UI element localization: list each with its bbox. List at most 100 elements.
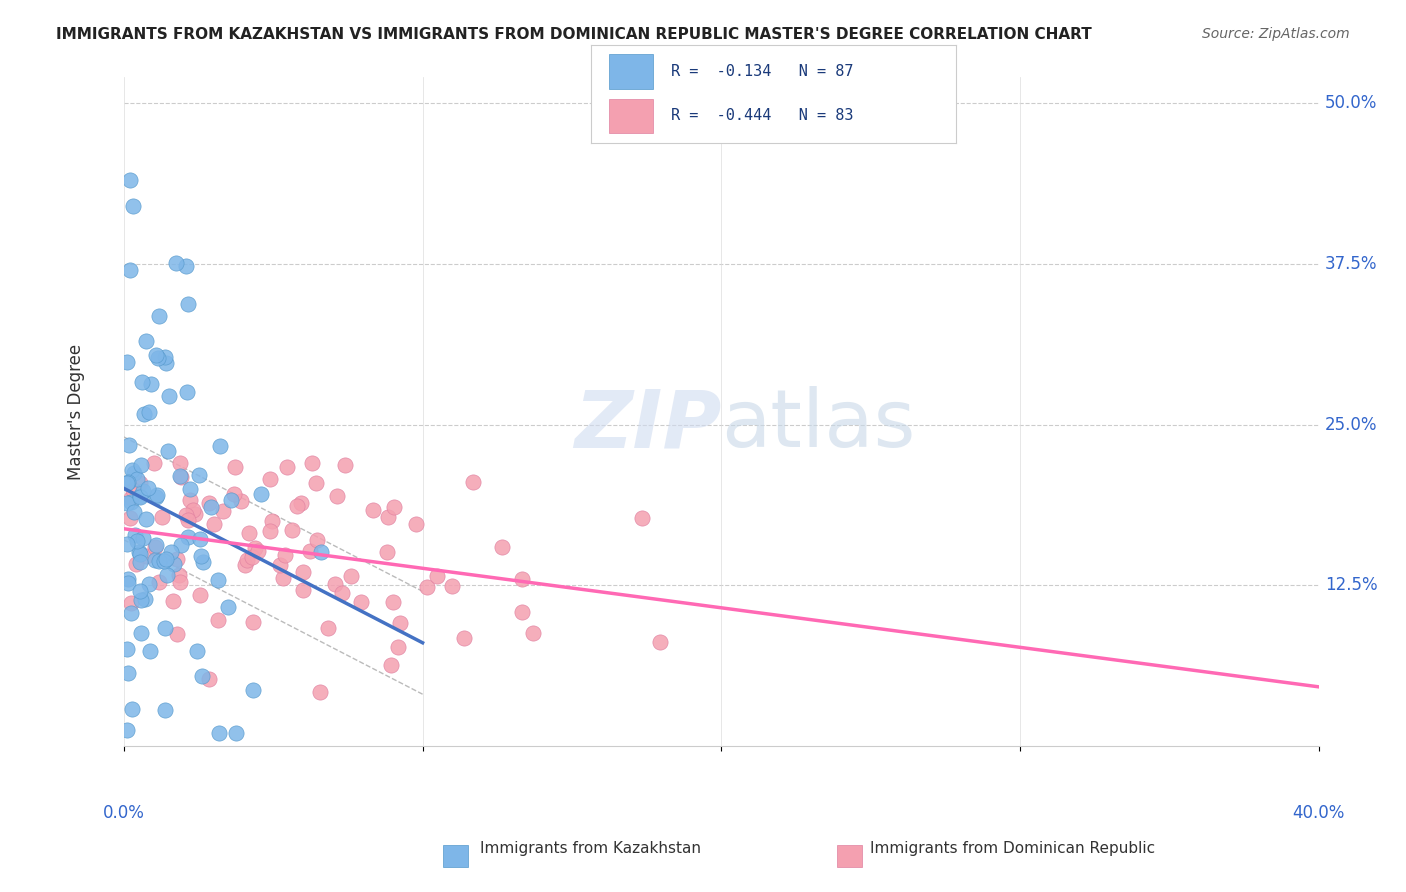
Point: [326, 489, 349, 503]
Point: [179, 482, 201, 496]
Point: [156, 567, 179, 582]
Text: 25.0%: 25.0%: [1324, 416, 1378, 434]
Point: [238, 526, 260, 541]
Point: [176, 513, 198, 527]
Point: [382, 595, 405, 609]
Point: [207, 573, 229, 587]
Point: [291, 565, 314, 579]
Point: [139, 376, 162, 391]
Point: [416, 580, 439, 594]
Point: [340, 569, 363, 583]
Point: [156, 444, 179, 458]
Point: [222, 487, 245, 501]
Point: [115, 475, 138, 490]
Point: [177, 297, 200, 311]
Point: [202, 517, 225, 532]
Point: [132, 483, 155, 498]
Point: [280, 523, 302, 537]
Point: [361, 503, 384, 517]
Point: [148, 554, 170, 568]
Point: [120, 491, 142, 505]
Point: [160, 545, 183, 559]
Text: R =  -0.444   N = 83: R = -0.444 N = 83: [671, 108, 853, 123]
Point: [308, 685, 330, 699]
Point: [209, 439, 232, 453]
Point: [143, 553, 166, 567]
Point: [648, 635, 671, 649]
Point: [169, 575, 191, 590]
Point: [240, 549, 263, 564]
Point: [291, 583, 314, 598]
Point: [153, 350, 176, 364]
Point: [128, 489, 150, 503]
Text: 50.0%: 50.0%: [1324, 95, 1378, 112]
Point: [276, 459, 298, 474]
Point: [191, 555, 214, 569]
Point: [115, 723, 138, 738]
Point: [122, 467, 145, 481]
Point: [212, 504, 235, 518]
Point: [301, 456, 323, 470]
Point: [155, 356, 177, 370]
Point: [117, 475, 139, 489]
Point: [187, 467, 209, 482]
Point: [152, 509, 174, 524]
Point: [138, 577, 160, 591]
Point: [188, 588, 211, 602]
Point: [287, 499, 309, 513]
Point: [148, 309, 170, 323]
Point: [135, 549, 157, 564]
Point: [176, 384, 198, 399]
Point: [121, 483, 143, 498]
Point: [145, 538, 167, 552]
Point: [186, 643, 208, 657]
Point: [115, 537, 138, 551]
Point: [121, 463, 143, 477]
Point: [166, 627, 188, 641]
Point: [162, 594, 184, 608]
Point: [146, 351, 169, 365]
Point: [174, 508, 197, 522]
Point: [179, 493, 201, 508]
Point: [131, 375, 153, 389]
Point: [305, 476, 328, 491]
Point: [224, 459, 246, 474]
Point: [200, 500, 222, 515]
Point: [165, 256, 187, 270]
Point: [117, 572, 139, 586]
Text: Master's Degree: Master's Degree: [67, 343, 84, 480]
Point: [121, 702, 143, 716]
Point: [243, 541, 266, 556]
Point: [157, 389, 180, 403]
Point: [163, 557, 186, 571]
Point: [138, 405, 160, 419]
Point: [219, 492, 242, 507]
Point: [139, 644, 162, 658]
Point: [166, 551, 188, 566]
Point: [131, 593, 153, 607]
Point: [118, 438, 141, 452]
Text: Immigrants from Kazakhstan: Immigrants from Kazakhstan: [479, 841, 702, 856]
Point: [259, 524, 281, 538]
Point: [323, 577, 346, 591]
Point: [440, 578, 463, 592]
Point: [491, 540, 513, 554]
Point: [510, 605, 533, 619]
Point: [184, 507, 207, 521]
Point: [132, 531, 155, 545]
Point: [377, 510, 399, 524]
Point: [129, 458, 152, 472]
Point: [217, 600, 239, 615]
Point: [259, 472, 281, 486]
Point: [207, 613, 229, 627]
Point: [135, 334, 157, 348]
Point: [271, 571, 294, 585]
Point: [309, 545, 332, 559]
Point: [235, 558, 257, 572]
Point: [389, 616, 412, 631]
Point: [118, 173, 141, 187]
Point: [136, 481, 159, 495]
Point: [299, 543, 322, 558]
Point: [273, 548, 295, 562]
Point: [132, 408, 155, 422]
